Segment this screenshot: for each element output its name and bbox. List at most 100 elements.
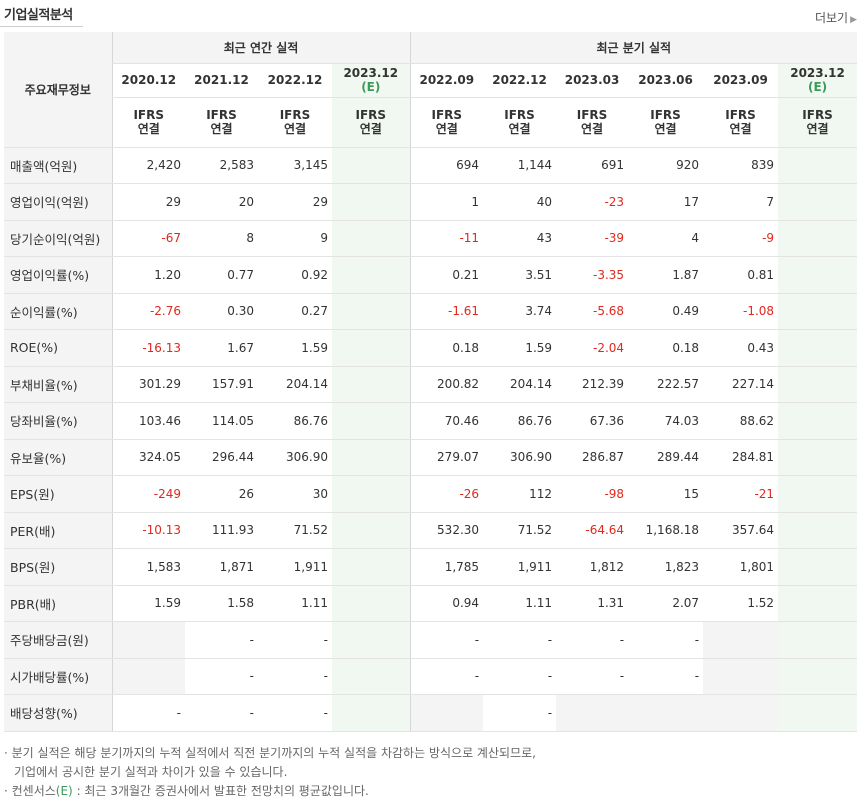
table-cell (778, 548, 858, 586)
table-cell: 7 (703, 183, 779, 221)
table-cell: 0.77 (185, 256, 258, 294)
table-cell: 20 (185, 183, 258, 221)
table-cell (778, 475, 858, 513)
chevron-right-icon: ▶ (850, 15, 857, 25)
table-cell: 112 (483, 475, 557, 513)
table-row: 배당성향(%) - - - - (4, 694, 858, 732)
table-cell: 2,420 (111, 146, 185, 184)
table-cell: 286.87 (556, 439, 629, 476)
table-cell: 1.87 (628, 256, 704, 294)
table-cell: - (185, 694, 258, 732)
table-cell: 0.92 (258, 256, 332, 294)
table-cell: 70.46 (409, 402, 484, 440)
ifrs-label: IFRS (576, 108, 608, 122)
consolidated-label: 연결 (137, 122, 160, 136)
table-cell: -249 (111, 475, 185, 513)
table-cell: 15 (628, 475, 704, 513)
table-cell (703, 658, 779, 695)
table-cell (628, 694, 704, 732)
period-label: 2023.12 (343, 66, 399, 80)
quarter-ifrs-5: IFRS 연결 (778, 97, 858, 148)
table-row: 영업이익률(%) 1.20 0.77 0.92 0.21 3.51 -3.35 1.87 0.8… (4, 256, 858, 294)
table-cell (778, 365, 858, 403)
row-label: 영업이익(억원) (4, 183, 112, 221)
footnote-consensus: · 컨센서스(E) : 최근 3개월간 증권사에서 발표한 전망치의 평균값입니… (4, 782, 536, 801)
table-cell (332, 548, 411, 586)
table-cell: 4 (628, 220, 704, 257)
table-cell (778, 658, 858, 695)
table-row: 유보율(%) 324.05 296.44 306.90 279.07 306.90 286.… (4, 439, 858, 476)
table-row: 당좌비율(%) 103.46 114.05 86.76 70.46 86.76 67.36 7… (4, 402, 858, 440)
table-cell: -2.76 (111, 293, 185, 330)
table-cell: 200.82 (409, 365, 484, 403)
footnote-line: 기업에서 공시한 분기 실적과 차이가 있을 수 있습니다. (14, 765, 288, 779)
ifrs-label: IFRS (431, 108, 463, 122)
quarter-period-5: 2023.12 (E) (778, 63, 858, 98)
financial-summary-table: 주요재무정보 최근 연간 실적 최근 분기 실적 2020.12 2021.12 2… (4, 32, 858, 732)
table-cell: - (556, 621, 629, 659)
more-link[interactable]: 더보기 ▶ (815, 9, 857, 26)
table-cell: 204.14 (483, 365, 557, 403)
table-cell: 1,911 (258, 548, 332, 586)
section-header (4, 4, 857, 30)
table-cell: 43 (483, 220, 557, 257)
table-cell: 694 (409, 146, 484, 184)
table-cell: 3,145 (258, 146, 332, 184)
table-cell: 289.44 (628, 439, 704, 476)
table-row: 영업이익(억원) 29 20 29 1 40 -23 17 7 (4, 183, 858, 221)
quarter-period-1: 2022.12 (483, 63, 557, 98)
table-row: BPS(원) 1,583 1,871 1,911 1,785 1,911 1,812 1,82… (4, 548, 858, 586)
corner-label: 주요재무정보 (4, 32, 112, 148)
table-cell: 357.64 (703, 512, 779, 549)
row-label: 당기순이익(억원) (4, 220, 112, 257)
table-cell (778, 146, 858, 184)
quarter-period-4: 2023.09 (703, 63, 779, 98)
table-cell: 1,583 (111, 548, 185, 586)
annual-ifrs-3: IFRS 연결 (332, 97, 411, 148)
table-cell (332, 256, 411, 294)
annual-period-3: 2023.12 (E) (332, 63, 411, 98)
table-cell: - (258, 658, 332, 695)
table-cell: 279.07 (409, 439, 484, 476)
quarter-ifrs-2: IFRS 연결 (556, 97, 629, 148)
row-label: 주당배당금(원) (4, 621, 112, 659)
table-cell (332, 621, 411, 659)
table-cell (409, 694, 484, 732)
table-cell: 0.81 (703, 256, 779, 294)
table-cell: 204.14 (258, 365, 332, 403)
table-cell: - (483, 694, 557, 732)
table-cell: -21 (703, 475, 779, 513)
table-row: EPS(원) -249 26 30 -26 112 -98 15 -21 (4, 475, 858, 513)
quarter-group-header: 최근 분기 실적 (409, 32, 858, 64)
table-cell: 40 (483, 183, 557, 221)
table-row: PER(배) -10.13 111.93 71.52 532.30 71.52 -64.64… (4, 512, 858, 549)
ifrs-label: IFRS (279, 108, 311, 122)
consolidated-label: 연결 (806, 122, 829, 136)
table-cell: 157.91 (185, 365, 258, 403)
table-cell: - (409, 621, 484, 659)
table-cell (332, 220, 411, 257)
row-label: 순이익률(%) (4, 293, 112, 330)
table-cell: 296.44 (185, 439, 258, 476)
footnote-line: · 분기 실적은 해당 분기까지의 누적 실적에서 직전 분기까지의 누적 실적… (4, 746, 536, 760)
annual-ifrs-2: IFRS 연결 (258, 97, 332, 148)
table-cell (332, 183, 411, 221)
table-cell: 1.11 (483, 585, 557, 622)
table-cell: 3.51 (483, 256, 557, 294)
annual-period-0: 2020.12 (111, 63, 185, 98)
table-cell: -11 (409, 220, 484, 257)
quarter-ifrs-4: IFRS 연결 (703, 97, 779, 148)
ifrs-label: IFRS (133, 108, 165, 122)
table-cell (332, 146, 411, 184)
table-cell: 103.46 (111, 402, 185, 440)
table-cell (778, 585, 858, 622)
ifrs-label: IFRS (650, 108, 681, 122)
table-cell: -16.13 (111, 329, 185, 367)
consolidated-label: 연결 (210, 122, 233, 136)
table-cell (332, 293, 411, 330)
table-cell: 1.11 (258, 585, 332, 622)
table-cell (778, 512, 858, 549)
table-cell: 0.18 (628, 329, 704, 367)
table-cell: 1.67 (185, 329, 258, 367)
consolidated-label: 연결 (581, 122, 604, 136)
